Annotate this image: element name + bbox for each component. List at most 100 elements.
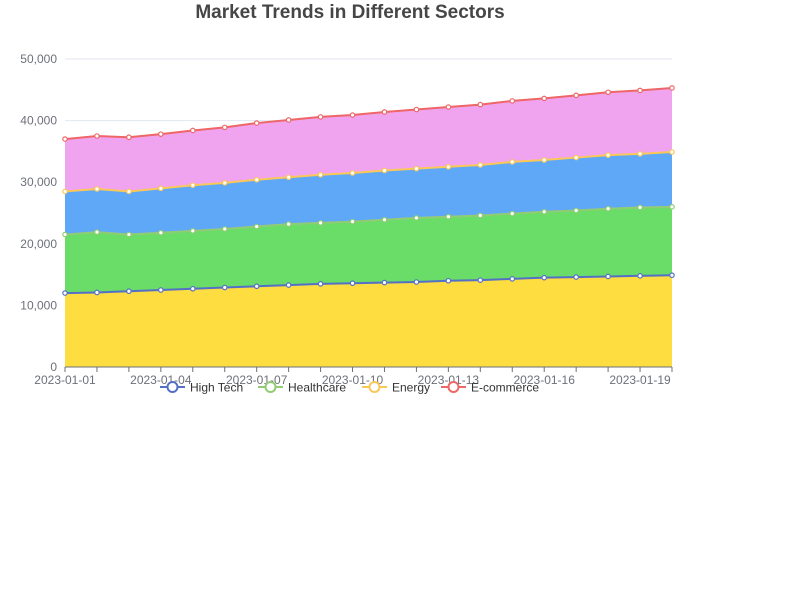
y-tick-label: 0 [50, 360, 57, 374]
data-point-healthcare [189, 228, 196, 234]
data-point-high-tech [221, 284, 228, 291]
data-point-healthcare [285, 221, 292, 227]
data-point-e-commerce [158, 131, 164, 137]
chart-title: Market Trends in Different Sectors [195, 2, 505, 23]
data-point-e-commerce [62, 136, 68, 142]
data-point-e-commerce [413, 106, 420, 113]
legend-label-high-tech: High Tech [190, 381, 243, 395]
y-tick-label: 20,000 [20, 237, 57, 251]
data-point-e-commerce [541, 95, 548, 102]
data-point-high-tech [126, 288, 132, 295]
data-point-e-commerce [573, 92, 579, 99]
data-point-energy [541, 157, 548, 163]
data-point-e-commerce [669, 85, 675, 91]
data-point-e-commerce [605, 89, 611, 96]
area-e-commerce [65, 87, 672, 192]
data-point-e-commerce [221, 124, 228, 131]
data-point-healthcare [126, 231, 132, 238]
y-tick-label: 40,000 [20, 114, 57, 128]
area-energy [65, 152, 672, 235]
data-point-energy [285, 174, 292, 181]
data-point-healthcare [477, 212, 484, 219]
data-point-healthcare [317, 220, 324, 226]
y-tick-label: 50,000 [20, 52, 57, 66]
data-point-energy [62, 188, 68, 195]
data-point-energy [94, 186, 100, 192]
series-line-energy [64, 151, 673, 193]
data-point-high-tech [94, 289, 100, 296]
data-point-high-tech [62, 290, 68, 296]
data-point-energy [445, 164, 452, 170]
y-tick-label: 10,000 [20, 298, 57, 312]
data-point-e-commerce [637, 87, 643, 94]
area-healthcare [65, 206, 672, 294]
legend-marker-healthcare [264, 381, 277, 393]
data-point-energy [669, 149, 675, 155]
data-point-energy [126, 188, 132, 195]
data-point-high-tech [669, 272, 675, 279]
data-point-energy [158, 185, 164, 192]
data-point-energy [349, 170, 356, 176]
data-point-healthcare [637, 204, 643, 211]
data-point-high-tech [541, 274, 548, 281]
data-point-high-tech [253, 283, 260, 290]
x-tick-label: 2023-01-16 [514, 373, 576, 387]
data-point-healthcare [445, 213, 452, 220]
data-point-healthcare [158, 229, 164, 236]
data-point-e-commerce [381, 109, 388, 115]
legend-marker-e-commerce [447, 381, 460, 393]
data-point-healthcare [669, 204, 675, 210]
data-point-healthcare [253, 223, 260, 230]
data-point-high-tech [509, 276, 516, 282]
legend-label-healthcare: Healthcare [288, 381, 346, 395]
data-point-e-commerce [477, 101, 484, 108]
data-point-e-commerce [189, 127, 196, 134]
data-point-high-tech [637, 273, 643, 279]
data-point-e-commerce [126, 134, 132, 141]
series-line-high-tech [64, 274, 673, 295]
data-point-high-tech [317, 281, 324, 287]
data-point-healthcare [94, 229, 100, 235]
x-tick-label: 2023-01-19 [609, 373, 671, 387]
data-point-energy [605, 152, 611, 158]
data-point-healthcare [381, 216, 388, 223]
data-point-healthcare [221, 226, 228, 232]
legend-marker-high-tech [166, 381, 179, 393]
data-point-energy [477, 162, 484, 168]
legend-label-energy: Energy [392, 381, 430, 395]
x-tick-label: 2023-01-13 [418, 373, 480, 387]
data-point-e-commerce [349, 112, 356, 118]
data-point-high-tech [189, 285, 196, 292]
data-point-high-tech [349, 280, 356, 287]
data-point-energy [381, 167, 388, 174]
area-high-tech [65, 275, 672, 367]
data-point-e-commerce [285, 117, 292, 123]
data-point-e-commerce [253, 120, 260, 126]
y-tick-label: 30,000 [20, 175, 57, 189]
data-point-e-commerce [94, 133, 100, 139]
data-point-energy [573, 154, 579, 161]
data-point-energy [637, 151, 643, 157]
legend-marker-energy [368, 381, 381, 393]
data-point-energy [189, 182, 196, 189]
data-point-high-tech [477, 277, 484, 283]
data-point-healthcare [541, 208, 548, 215]
data-point-high-tech [605, 273, 611, 280]
series-line-healthcare [64, 205, 673, 236]
data-point-energy [413, 165, 420, 172]
series-line-e-commerce [64, 86, 673, 141]
data-point-healthcare [413, 215, 420, 221]
x-tick-label: 2023-01-04 [130, 373, 192, 387]
legend-label-e-commerce: E-commerce [471, 381, 539, 395]
data-point-healthcare [605, 205, 611, 212]
data-point-e-commerce [317, 114, 324, 120]
data-point-high-tech [285, 282, 292, 288]
data-point-high-tech [158, 287, 164, 293]
data-point-e-commerce [445, 104, 452, 110]
data-point-high-tech [413, 279, 420, 285]
data-point-high-tech [381, 279, 388, 286]
data-point-energy [317, 172, 324, 178]
data-point-energy [221, 180, 228, 186]
data-point-healthcare [62, 231, 68, 238]
